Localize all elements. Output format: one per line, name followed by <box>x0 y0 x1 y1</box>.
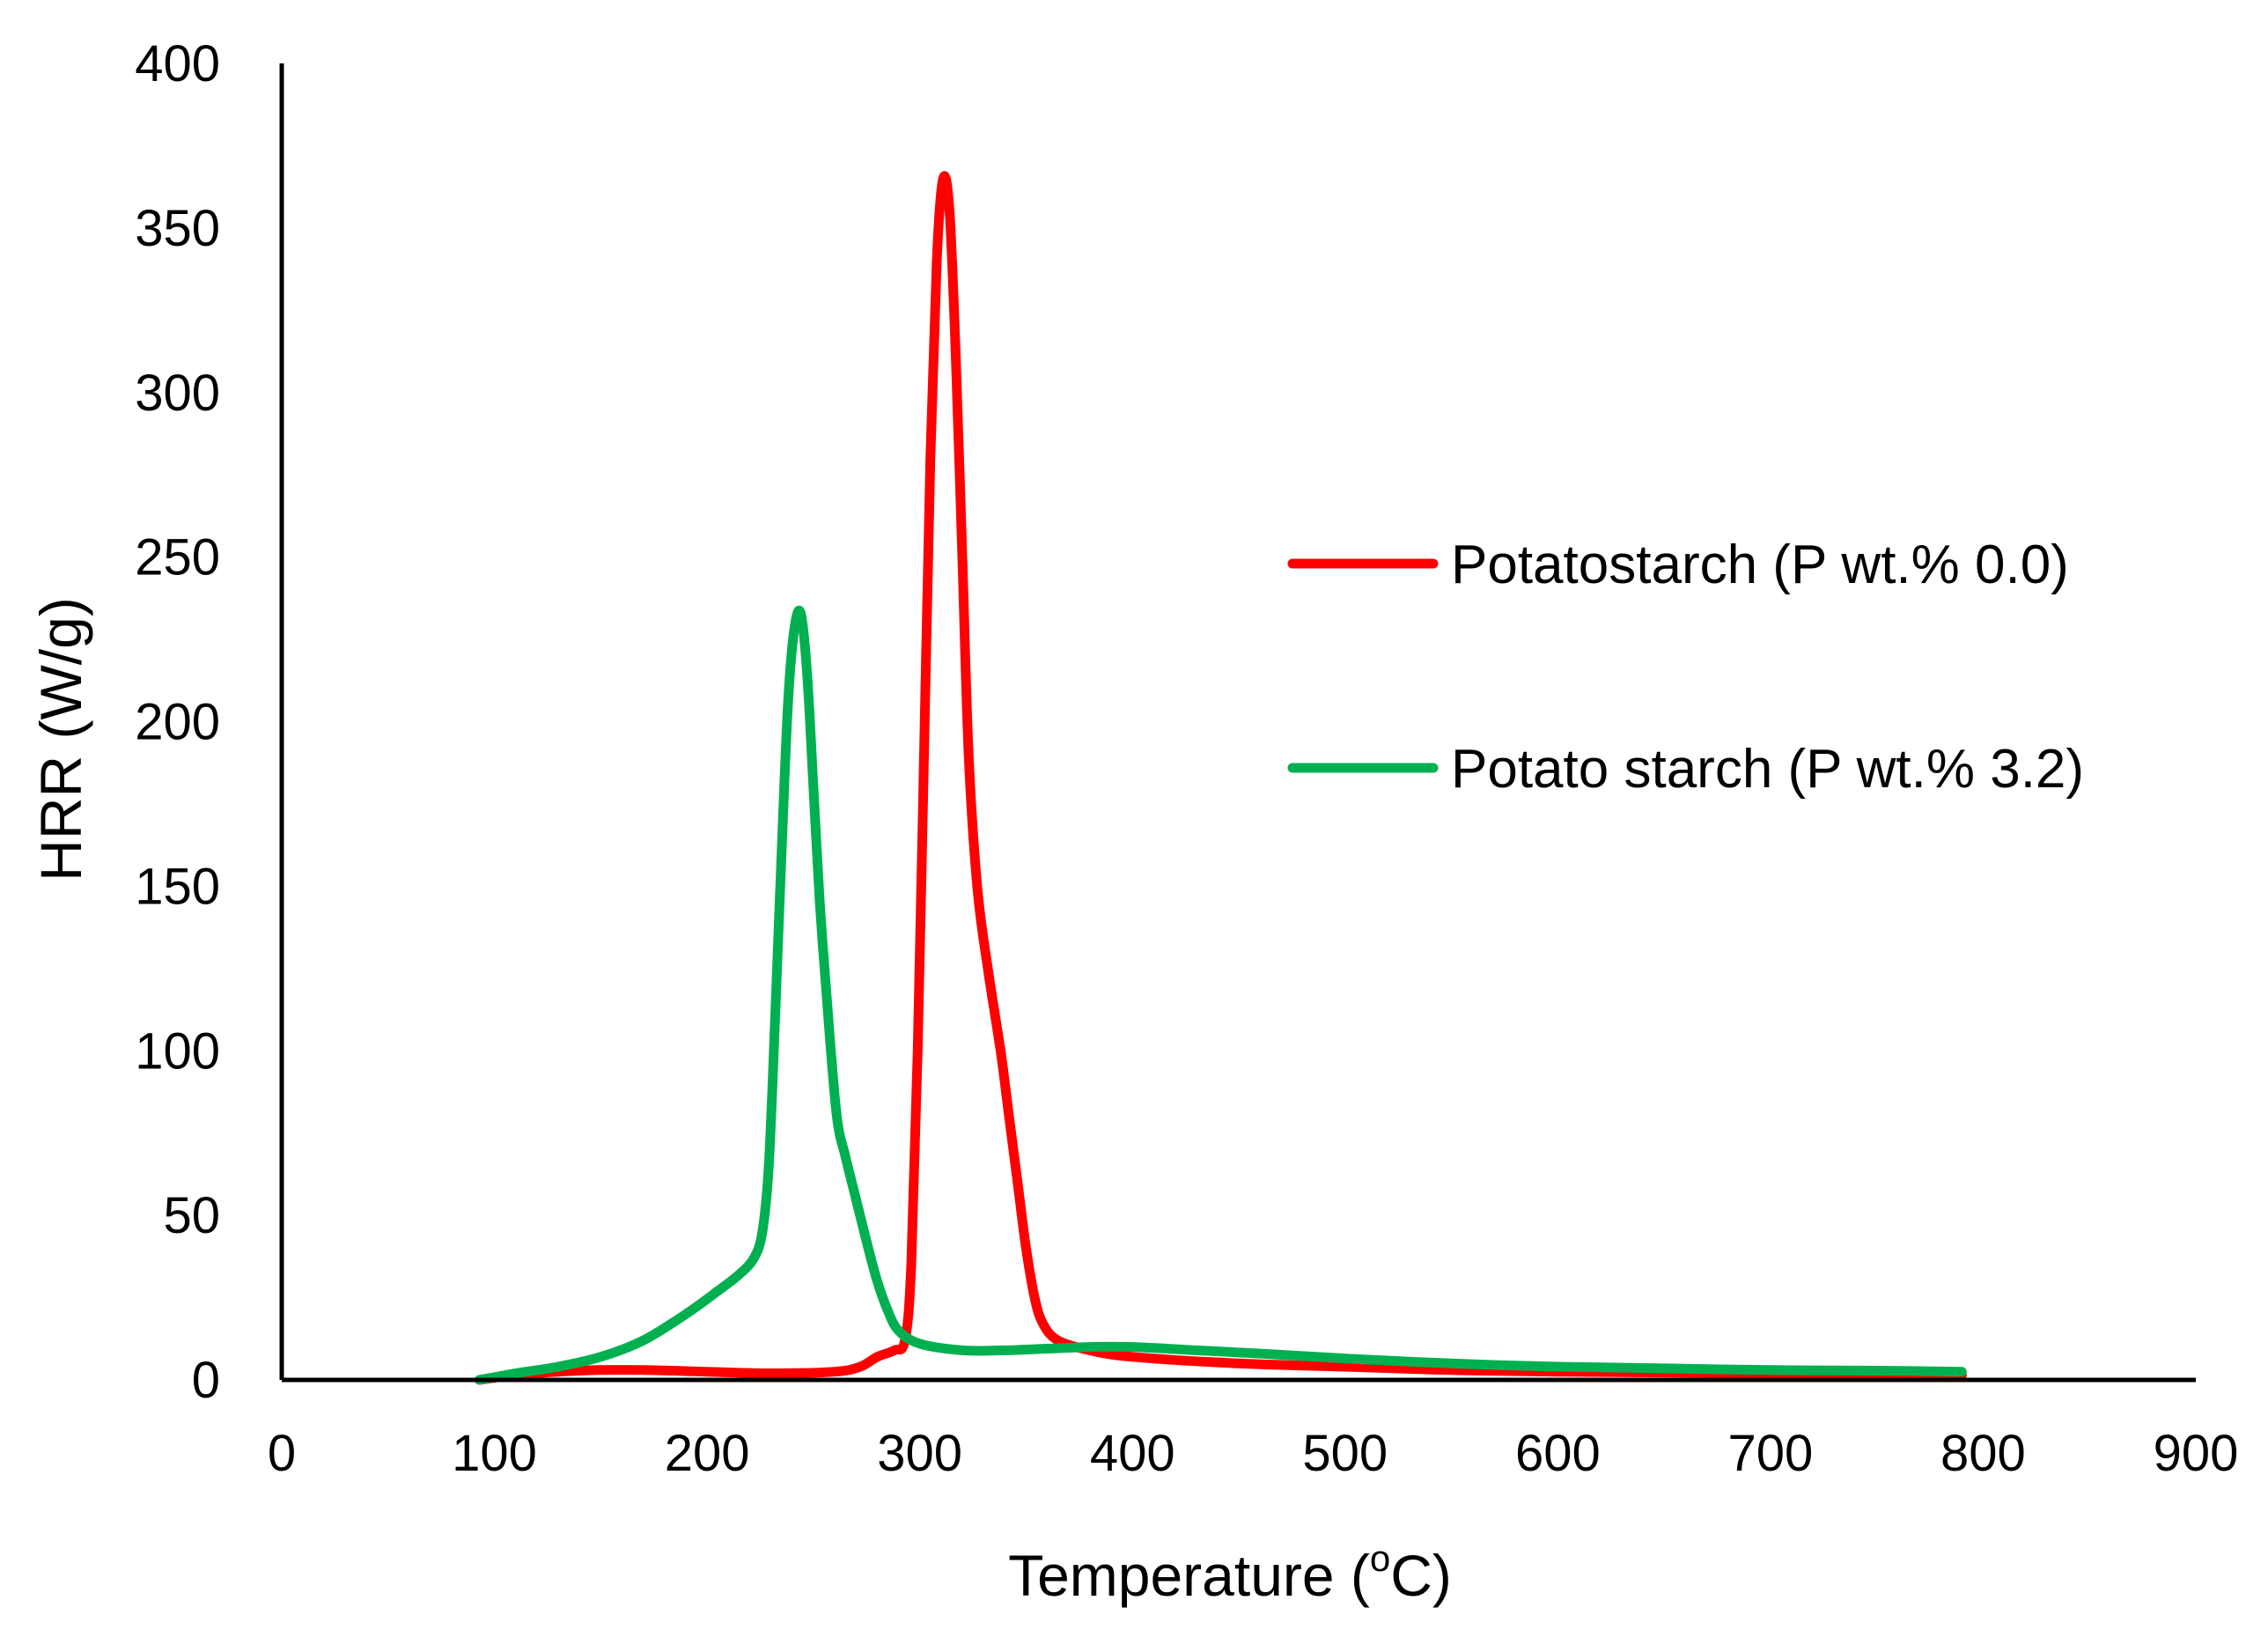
series-line-potato-starch-p-3-2 <box>475 605 1967 1385</box>
x-axis-title-main: Temperature ( <box>1008 1543 1370 1608</box>
x-axis-title-superscript: o <box>1370 1538 1390 1579</box>
y-axis-title: HRR (W/g) <box>28 597 93 881</box>
x-axis-title-unit: C) <box>1390 1543 1452 1608</box>
legend-label: Potato starch (P wt.% 3.2) <box>1451 739 2084 800</box>
y-axis-ticks: 0 50 100 150 200 250 300 350 400 <box>135 35 220 1409</box>
x-tick-label: 500 <box>1302 1425 1388 1482</box>
legend-label: Potatostarch (P wt.% 0.0) <box>1451 535 2069 595</box>
series-line-potatostarch-p-0-0 <box>475 171 1967 1385</box>
x-axis-title: Temperature (oC) <box>1008 1538 1452 1608</box>
x-tick-label: 800 <box>1940 1425 2026 1482</box>
y-tick-label: 50 <box>163 1187 220 1244</box>
y-tick-label: 400 <box>135 35 220 92</box>
y-tick-label: 300 <box>135 365 220 422</box>
x-tick-label: 0 <box>268 1425 296 1482</box>
x-tick-label: 200 <box>665 1425 750 1482</box>
x-tick-label: 900 <box>2154 1425 2239 1482</box>
plot-area <box>475 171 1967 1385</box>
y-tick-label: 200 <box>135 694 220 751</box>
x-tick-label: 300 <box>877 1425 962 1482</box>
x-tick-label: 400 <box>1090 1425 1175 1482</box>
y-tick-label: 150 <box>135 858 220 915</box>
x-axis-ticks: 0 100 200 300 400 500 600 700 800 900 <box>268 1425 2239 1482</box>
y-tick-label: 250 <box>135 529 220 586</box>
x-tick-label: 700 <box>1727 1425 1813 1482</box>
x-tick-label: 100 <box>452 1425 537 1482</box>
y-tick-label: 0 <box>192 1352 220 1409</box>
y-tick-label: 350 <box>135 200 220 257</box>
y-tick-label: 100 <box>135 1022 220 1080</box>
x-tick-label: 600 <box>1515 1425 1601 1482</box>
legend: Potatostarch (P wt.% 0.0) Potato starch (… <box>1287 535 2084 800</box>
